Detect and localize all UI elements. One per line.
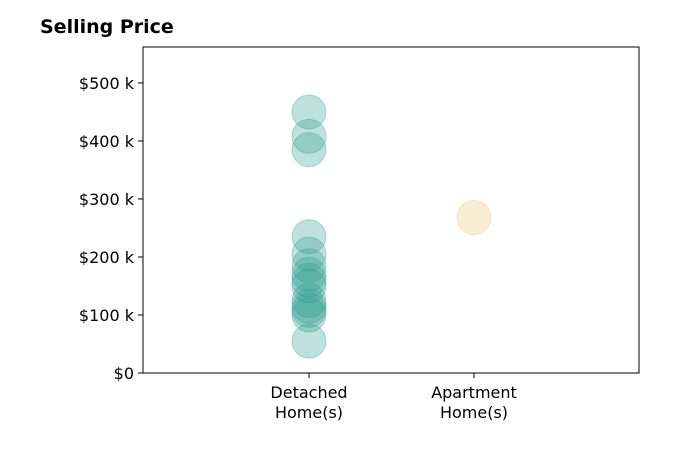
x-tick-label: Detached: [270, 383, 347, 402]
plot-frame: [142, 46, 640, 374]
data-point: [291, 262, 327, 298]
x-tick-label: Home(s): [440, 403, 508, 422]
data-point: [291, 297, 327, 333]
x-tick-label: Apartment: [431, 383, 517, 402]
y-tick-label: $100 k: [79, 306, 135, 325]
data-point: [291, 132, 327, 168]
data-point: [291, 248, 327, 284]
data-point: [291, 288, 327, 324]
x-tick-label: Home(s): [275, 403, 343, 422]
chart-title: Selling Price: [40, 16, 174, 38]
data-point: [291, 292, 327, 328]
y-tick-label: $300 k: [79, 190, 135, 209]
marks-layer: [291, 94, 492, 359]
data-point: [291, 323, 327, 359]
y-tick-label: $200 k: [79, 248, 135, 267]
data-point: [291, 282, 327, 318]
data-point: [291, 256, 327, 292]
axes-layer: $0 $100 k $200 k $300 k $400 k $500 k Detached…: [79, 74, 517, 422]
y-tick-label: $400 k: [79, 132, 135, 151]
data-point: [456, 200, 492, 236]
y-tick-label: $0: [114, 364, 134, 383]
data-point: [291, 118, 327, 154]
data-point: [291, 219, 327, 255]
data-point: [291, 94, 327, 130]
data-point: [291, 236, 327, 272]
y-tick-label: $500 k: [79, 74, 135, 93]
data-point: [291, 268, 327, 304]
